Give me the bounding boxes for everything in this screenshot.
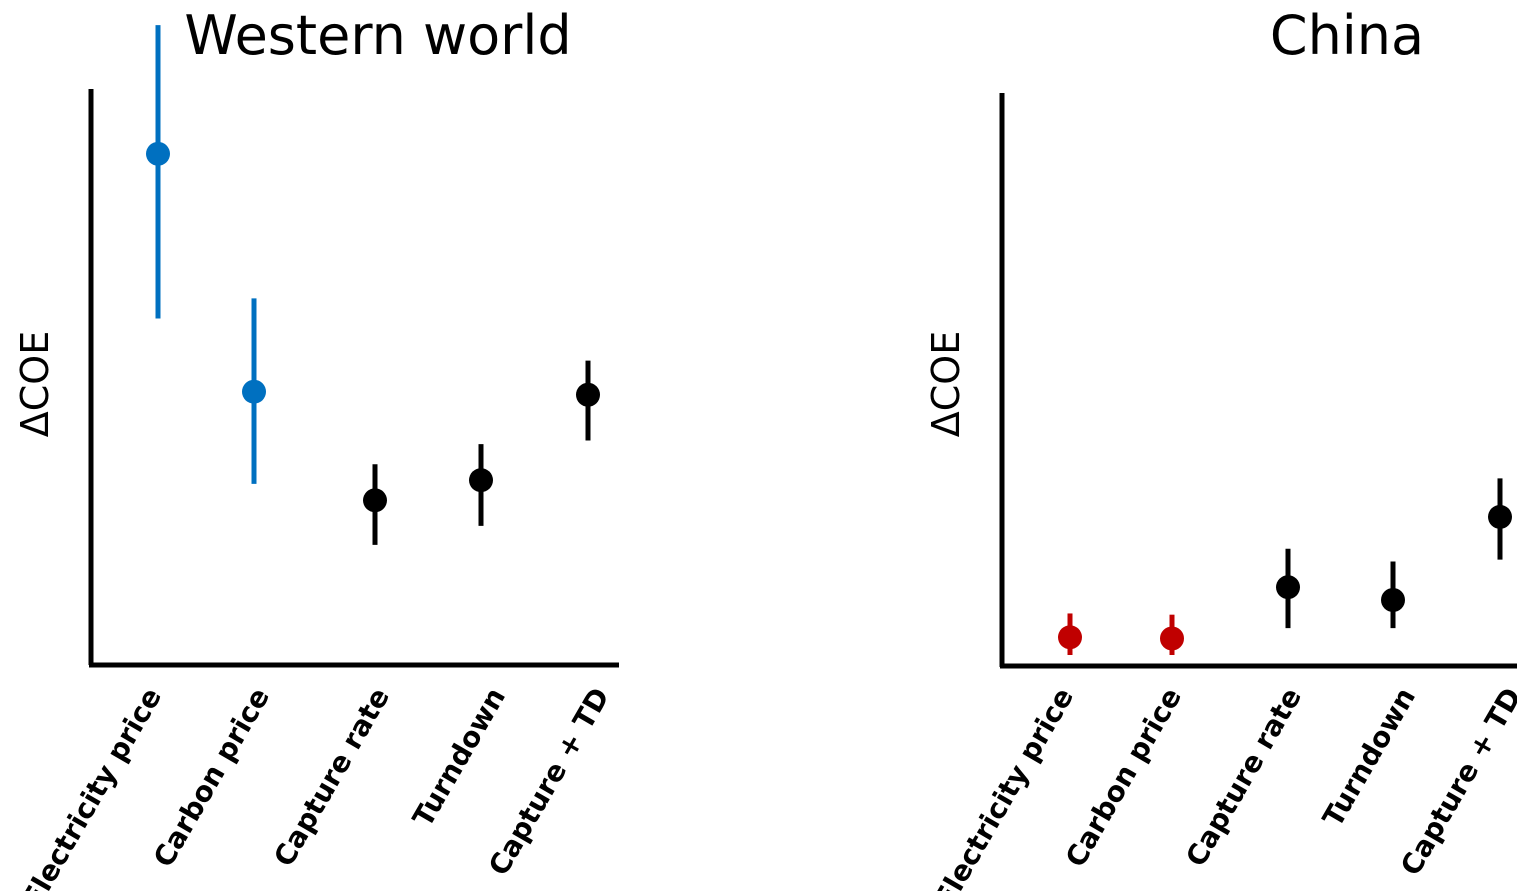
chart-title: Western world <box>184 4 571 67</box>
x-tick-label: Capture rate <box>1179 682 1308 872</box>
x-tick-label: Electricity price <box>928 682 1080 891</box>
data-point-turndown <box>1381 588 1405 613</box>
panel-western-world: Western world ΔCOE Electricity priceCarb… <box>13 4 619 891</box>
y-axis-label: ΔCOE <box>924 331 968 437</box>
data-point-capture-td <box>1488 504 1512 529</box>
x-tick-label: Capture rate <box>267 682 396 872</box>
x-tick-label: Carbon price <box>1059 682 1188 873</box>
y-axis-label: ΔCOE <box>13 331 57 437</box>
data-point-capture-rate <box>1276 575 1300 600</box>
x-tick-label: Electricity price <box>16 682 168 891</box>
data-point-carbon-price <box>1160 626 1184 651</box>
x-tick-label: Turndown <box>406 682 512 833</box>
data-point-capture-rate <box>363 488 387 513</box>
data-marks <box>146 25 600 545</box>
data-point-electricity-price <box>1058 625 1082 650</box>
data-point-carbon-price <box>242 379 266 404</box>
data-marks <box>1058 478 1512 656</box>
data-point-capture-td <box>576 382 600 407</box>
x-tick-label: Turndown <box>1316 682 1422 833</box>
chart-title: China <box>1270 4 1424 67</box>
x-tick-label: Carbon price <box>147 682 276 873</box>
data-point-turndown <box>469 468 493 493</box>
data-point-electricity-price <box>146 141 170 166</box>
